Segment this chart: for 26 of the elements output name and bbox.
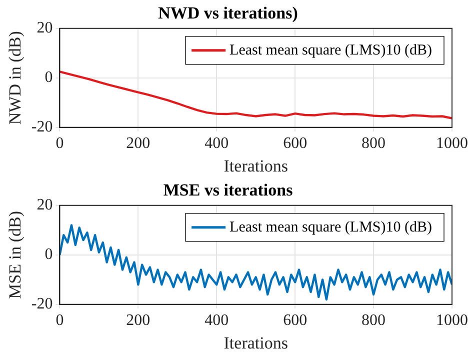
y-tick-label: 0 — [44, 246, 53, 264]
chart-title: MSE vs iterations — [163, 180, 294, 200]
x-tick-label: 800 — [362, 135, 386, 152]
y-tick-label: 0 — [44, 69, 53, 86]
x-tick-label: 200 — [126, 135, 150, 152]
y-axis-title: NWD in (dB) — [6, 31, 25, 125]
legend-label: Least mean square (LMS)10 (dB) — [230, 219, 432, 236]
x-axis-title: Iterations — [224, 156, 288, 176]
x-tick-label: 0 — [56, 312, 64, 330]
y-tick-label: 20 — [36, 20, 53, 37]
x-tick-label: 1000 — [436, 312, 468, 330]
x-tick-label: 400 — [204, 312, 229, 330]
x-tick-label: 800 — [362, 312, 386, 330]
y-tick-label: 20 — [36, 196, 53, 214]
y-tick-label: -20 — [31, 118, 53, 136]
x-tick-label: 200 — [126, 312, 150, 330]
x-axis-title: Iterations — [224, 333, 288, 352]
x-tick-label: 600 — [283, 135, 308, 152]
chart-title: NWD vs iterations) — [158, 4, 298, 23]
x-tick-label: 600 — [283, 312, 308, 330]
x-tick-label: 0 — [56, 135, 64, 152]
x-tick-label: 400 — [204, 135, 229, 152]
x-tick-label: 1000 — [436, 135, 468, 152]
y-tick-label: -20 — [31, 296, 53, 313]
y-axis-title: MSE in (dB) — [6, 210, 25, 299]
legend-label: Least mean square (LMS)10 (dB) — [230, 42, 432, 58]
